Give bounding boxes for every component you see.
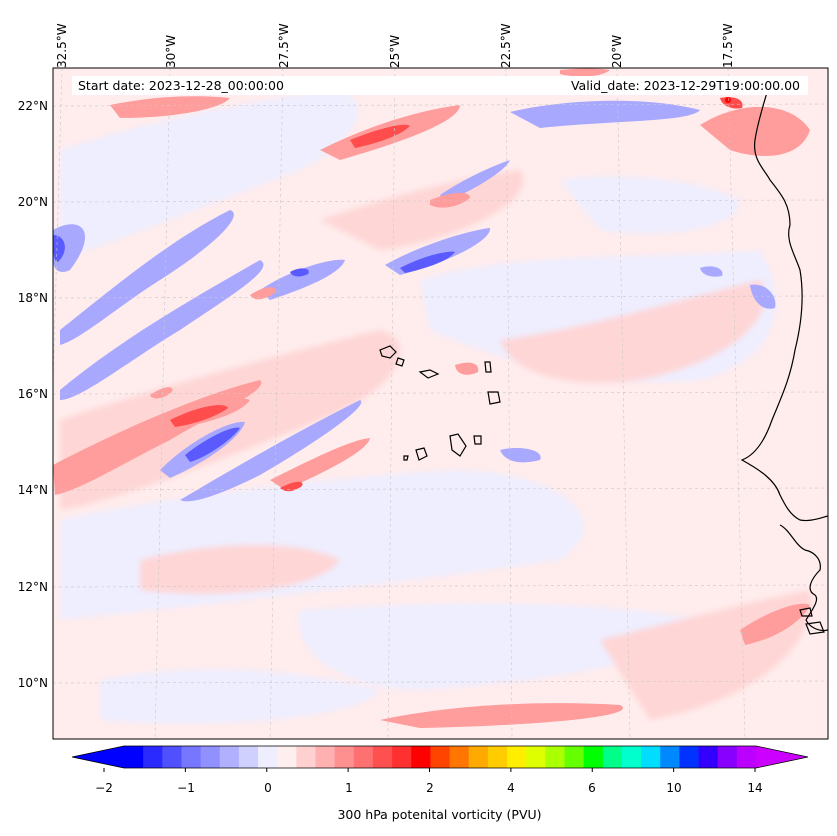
colorbar-cell	[717, 746, 738, 768]
colorbar-cell	[507, 746, 527, 768]
colorbar-cell	[162, 746, 182, 768]
colorbar-cell	[602, 746, 623, 768]
pv-max-core	[725, 97, 731, 103]
lat-label: 18°N	[17, 291, 48, 305]
colorbar-cell	[372, 746, 393, 768]
colorbar-cell	[277, 746, 297, 768]
colorbar-tick-label: 1	[345, 781, 353, 795]
colorbar-cell	[468, 746, 489, 768]
valid-date: Valid_date: 2023-12-29T19:00:00.00	[570, 78, 800, 93]
colorbar-cells	[124, 746, 757, 768]
lon-label: 17.5°W	[721, 23, 735, 68]
colorbar-cell	[143, 746, 163, 768]
lat-label: 22°N	[17, 99, 48, 113]
colorbar-cell	[449, 746, 470, 768]
colorbar-cell	[564, 746, 585, 768]
pv-negative-cores	[53, 235, 455, 462]
colorbar-cell	[526, 746, 546, 768]
colorbar-cell	[315, 746, 336, 768]
colorbar-tick-label: 2	[426, 781, 434, 795]
colorbar-cell	[583, 746, 604, 768]
lon-label: 20°W	[610, 34, 624, 68]
colorbar-cell	[219, 746, 240, 768]
lat-label: 16°N	[17, 387, 48, 401]
colorbar-cell	[238, 746, 259, 768]
lon-label: 27.5°W	[277, 23, 291, 68]
colorbar-title: 300 hPa potenital vorticity (PVU)	[337, 807, 542, 822]
colorbar-cell	[200, 746, 221, 768]
colorbar-cell	[487, 746, 508, 768]
colorbar-cell	[258, 746, 278, 768]
lon-label: 30°W	[164, 34, 178, 68]
colorbar-tick-label: −1	[177, 781, 195, 795]
colorbar-tick-label: −2	[95, 781, 113, 795]
colorbar-cell	[124, 746, 144, 768]
colorbar-cell	[641, 746, 661, 768]
lon-label: 22.5°W	[499, 23, 513, 68]
start-date: Start date: 2023-12-28_00:00:00	[78, 78, 284, 93]
lon-label: 32.5°W	[55, 23, 69, 68]
date-info-box: Start date: 2023-12-28_00:00:00 Valid_da…	[72, 76, 808, 95]
colorbar-cell	[430, 746, 451, 768]
colorbar-cell	[296, 746, 317, 768]
colorbar-cell	[679, 746, 700, 768]
lat-label: 14°N	[17, 483, 48, 497]
colorbar-cell	[621, 746, 642, 768]
colorbar-cell	[698, 746, 719, 768]
colorbar-extend-low	[72, 746, 124, 768]
lat-label: 20°N	[17, 195, 48, 209]
colorbar-extend-high	[756, 746, 808, 768]
colorbar-cell	[411, 746, 431, 768]
colorbar-tick-label: 0	[264, 781, 272, 795]
colorbar-tick-marks	[103, 768, 756, 772]
colorbar-outline	[71, 745, 809, 769]
colorbar-cell	[334, 746, 355, 768]
map-frame	[52, 67, 829, 740]
colorbar-tick-label: 4	[507, 781, 515, 795]
graticule	[53, 68, 828, 739]
colorbar-tick-label: 6	[588, 781, 596, 795]
colorbar-cell	[392, 746, 412, 768]
colorbar-tick-label: 10	[666, 781, 682, 795]
colorbar-cell	[353, 746, 374, 768]
pv-field	[53, 68, 828, 739]
colorbar-tick-label: 14	[747, 781, 763, 795]
colorbar-cell	[660, 746, 680, 768]
colorbar	[71, 745, 809, 772]
colorbar-cell	[181, 746, 202, 768]
lat-label: 12°N	[17, 580, 48, 594]
coastline	[379, 81, 828, 635]
colorbar-cell	[736, 746, 757, 768]
lat-label: 10°N	[17, 676, 48, 690]
lon-label: 25°W	[388, 34, 402, 68]
colorbar-cell	[545, 746, 565, 768]
